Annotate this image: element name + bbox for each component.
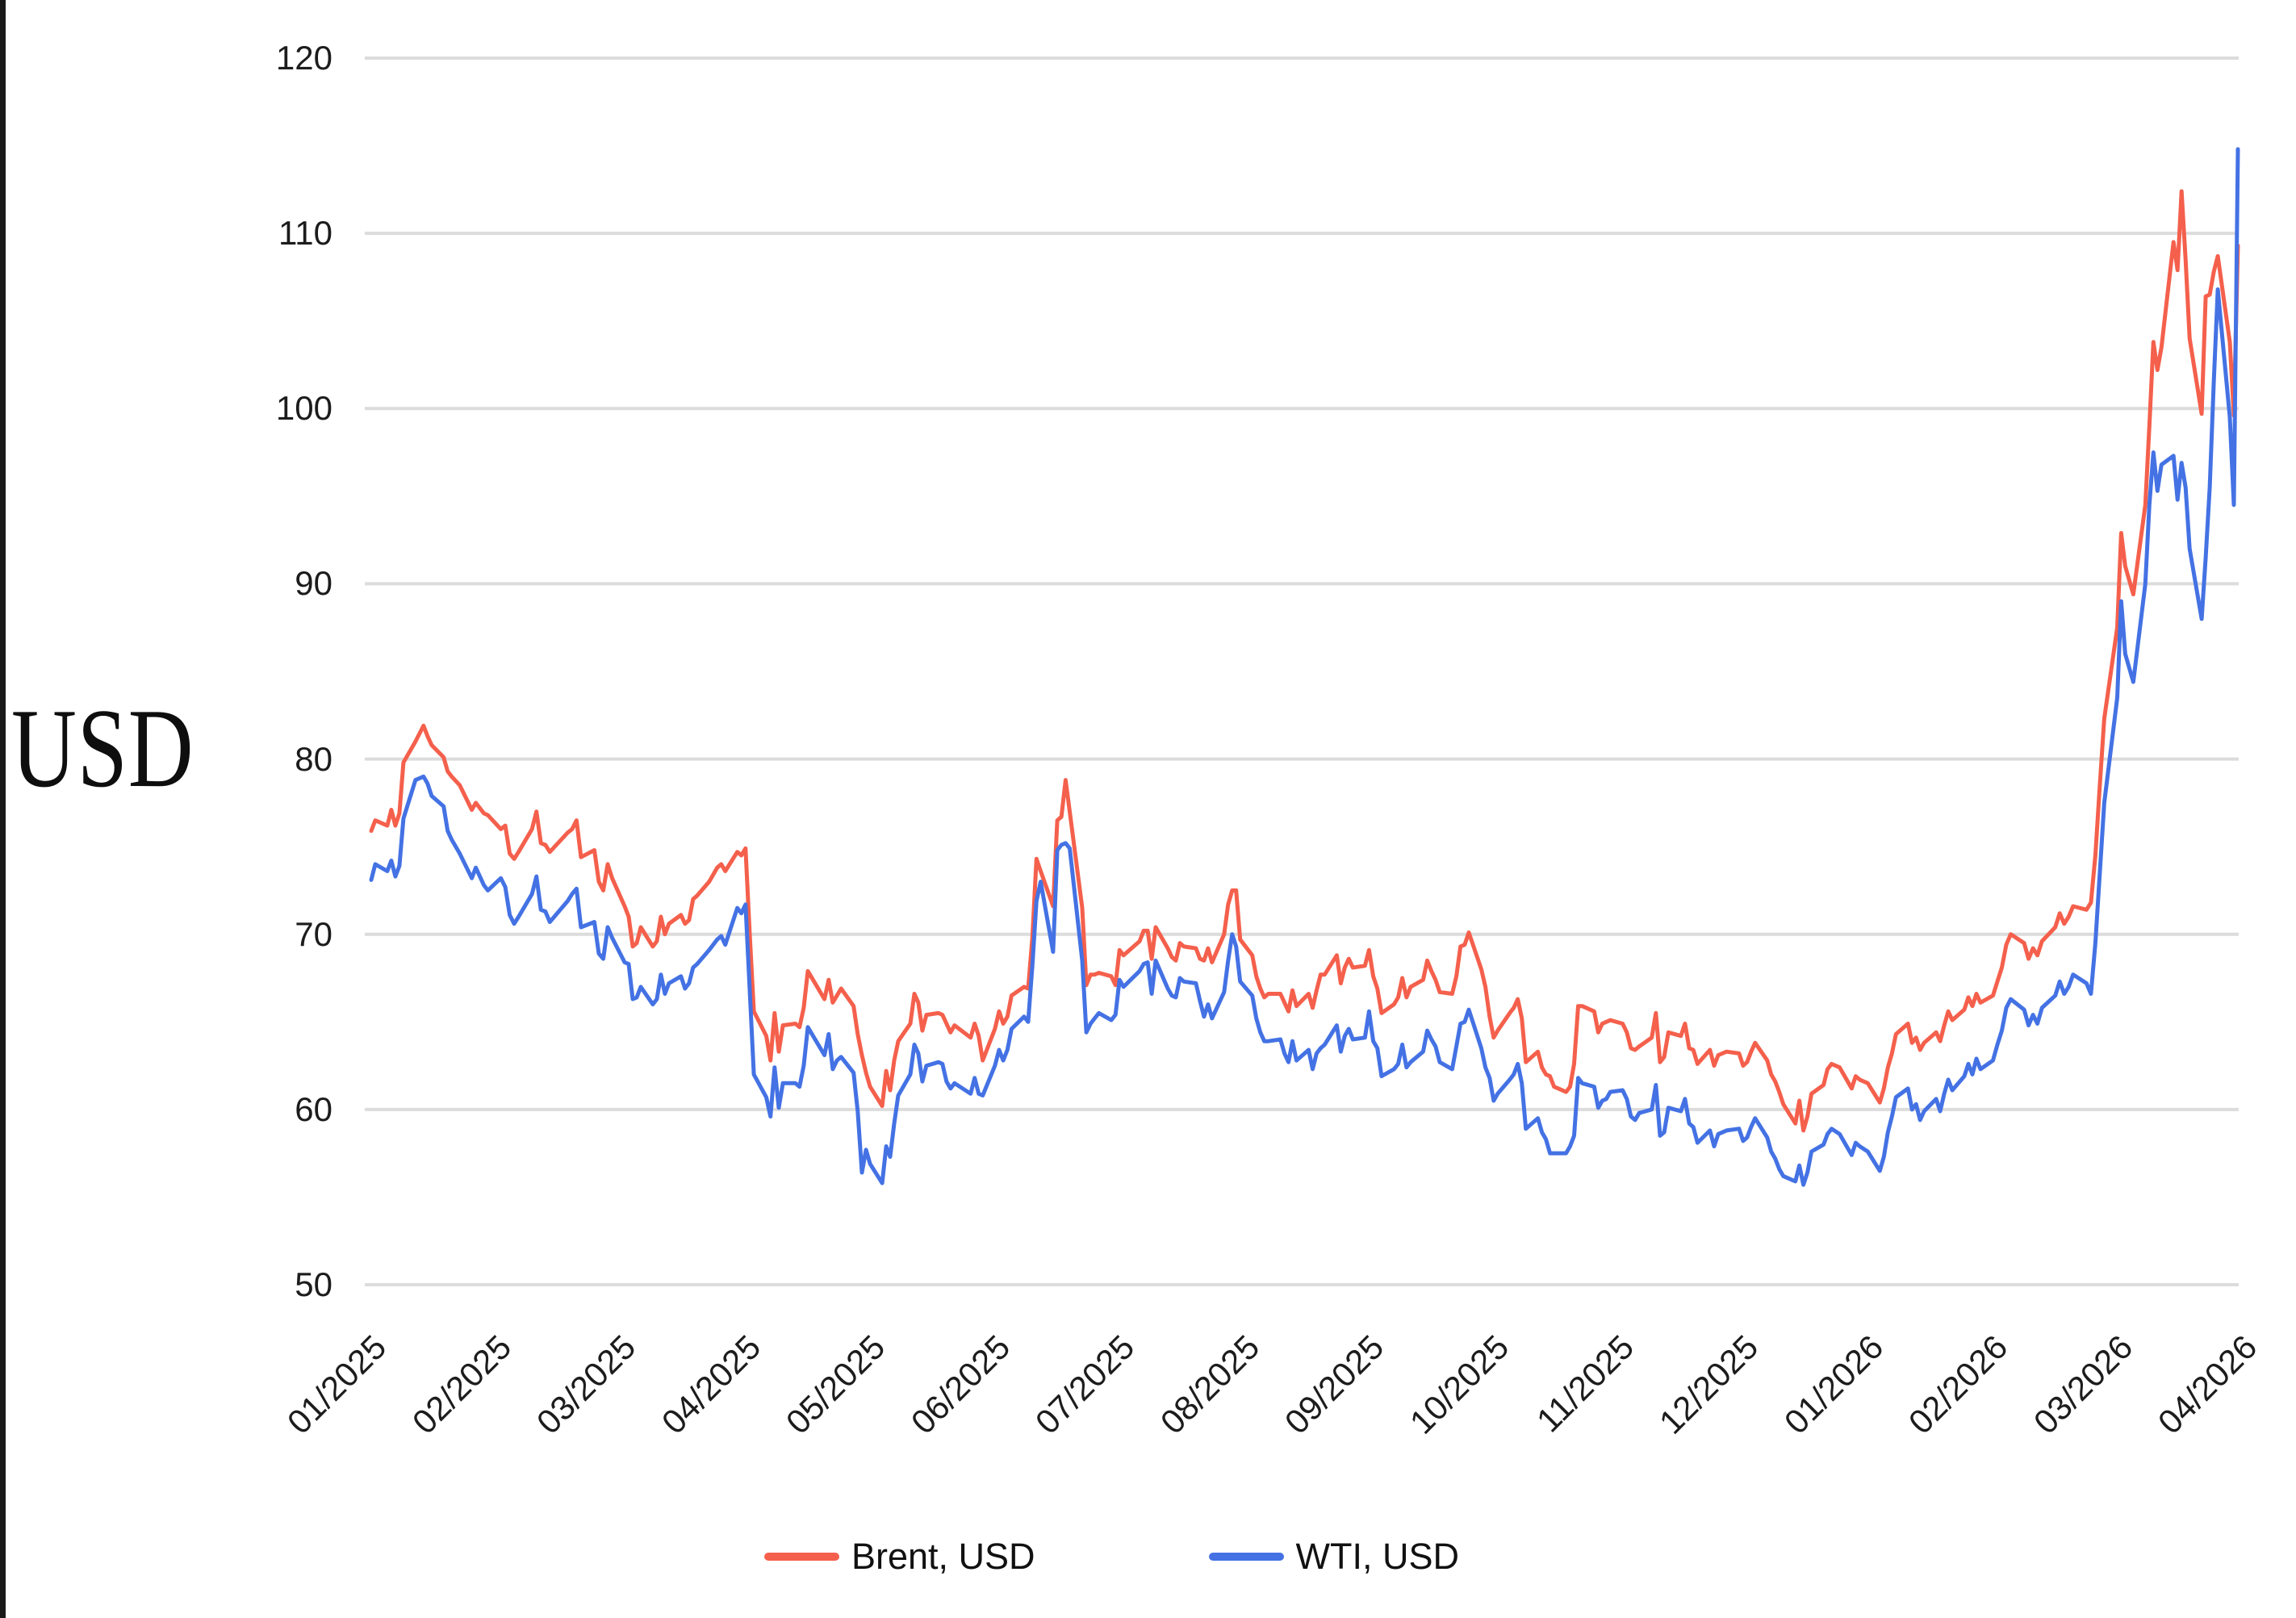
y-tick-label-90: 90 <box>295 564 332 603</box>
y-tick-label-80: 80 <box>295 739 332 778</box>
window-left-border <box>0 0 6 1618</box>
chart-legend: Brent, USD WTI, USD <box>0 1536 2260 1578</box>
series-line-wti[interactable] <box>369 147 2240 1187</box>
legend-label-brent: Brent, USD <box>851 1536 1035 1577</box>
y-tick-label-60: 60 <box>295 1089 332 1128</box>
y-tick-label-50: 50 <box>295 1265 332 1303</box>
y-axis-title: USD <box>11 686 194 811</box>
wti-line-swatch <box>1208 1553 1284 1561</box>
legend-label-wti: WTI, USD <box>1295 1536 1460 1577</box>
y-tick-label-70: 70 <box>295 914 332 953</box>
y-tick-label-120: 120 <box>275 39 332 77</box>
legend-item-brent[interactable]: Brent, USD <box>763 1536 1035 1578</box>
brent-line-swatch <box>763 1553 839 1561</box>
legend-item-wti[interactable]: WTI, USD <box>1208 1536 1460 1578</box>
y-tick-label-100: 100 <box>275 389 332 428</box>
y-tick-label-110: 110 <box>278 214 332 253</box>
series-line-brent[interactable] <box>369 189 2240 1133</box>
